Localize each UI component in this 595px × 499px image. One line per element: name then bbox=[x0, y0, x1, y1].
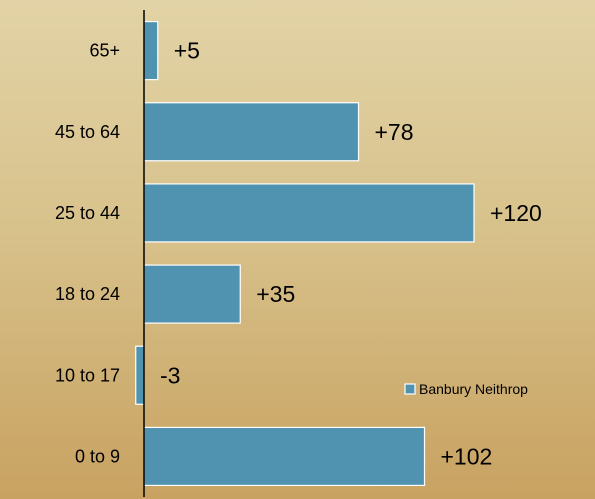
bar-65plus bbox=[143, 20, 159, 81]
category-label: 25 to 44 bbox=[55, 203, 120, 223]
bar-18-to-24 bbox=[143, 264, 241, 324]
legend: Banbury Neithrop bbox=[404, 381, 528, 397]
data-label: -3 bbox=[160, 362, 180, 388]
legend-label: Banbury Neithrop bbox=[419, 381, 528, 397]
data-label: +78 bbox=[375, 119, 414, 145]
data-label: +120 bbox=[490, 200, 542, 226]
legend-swatch bbox=[404, 383, 416, 395]
category-label: 65+ bbox=[89, 41, 120, 61]
category-label: 10 to 17 bbox=[55, 365, 120, 385]
bar-0-to-9 bbox=[143, 426, 426, 487]
category-labels: 65+ 45 to 64 25 to 44 18 to 24 10 to 17 0 to … bbox=[55, 41, 120, 467]
bar-25-to-44 bbox=[143, 183, 475, 243]
value-labels: +5 +78 +120 +35 -3 +102 bbox=[160, 38, 542, 470]
data-label: +5 bbox=[174, 38, 200, 64]
data-label: +102 bbox=[441, 443, 493, 469]
category-label: 45 to 64 bbox=[55, 122, 120, 142]
data-label: +35 bbox=[256, 281, 295, 307]
category-label: 18 to 24 bbox=[55, 284, 120, 304]
bar-45-to-64 bbox=[143, 102, 360, 162]
bar-10-to-17 bbox=[135, 345, 145, 405]
bars-layer bbox=[135, 20, 475, 487]
category-label: 0 to 9 bbox=[75, 446, 120, 466]
